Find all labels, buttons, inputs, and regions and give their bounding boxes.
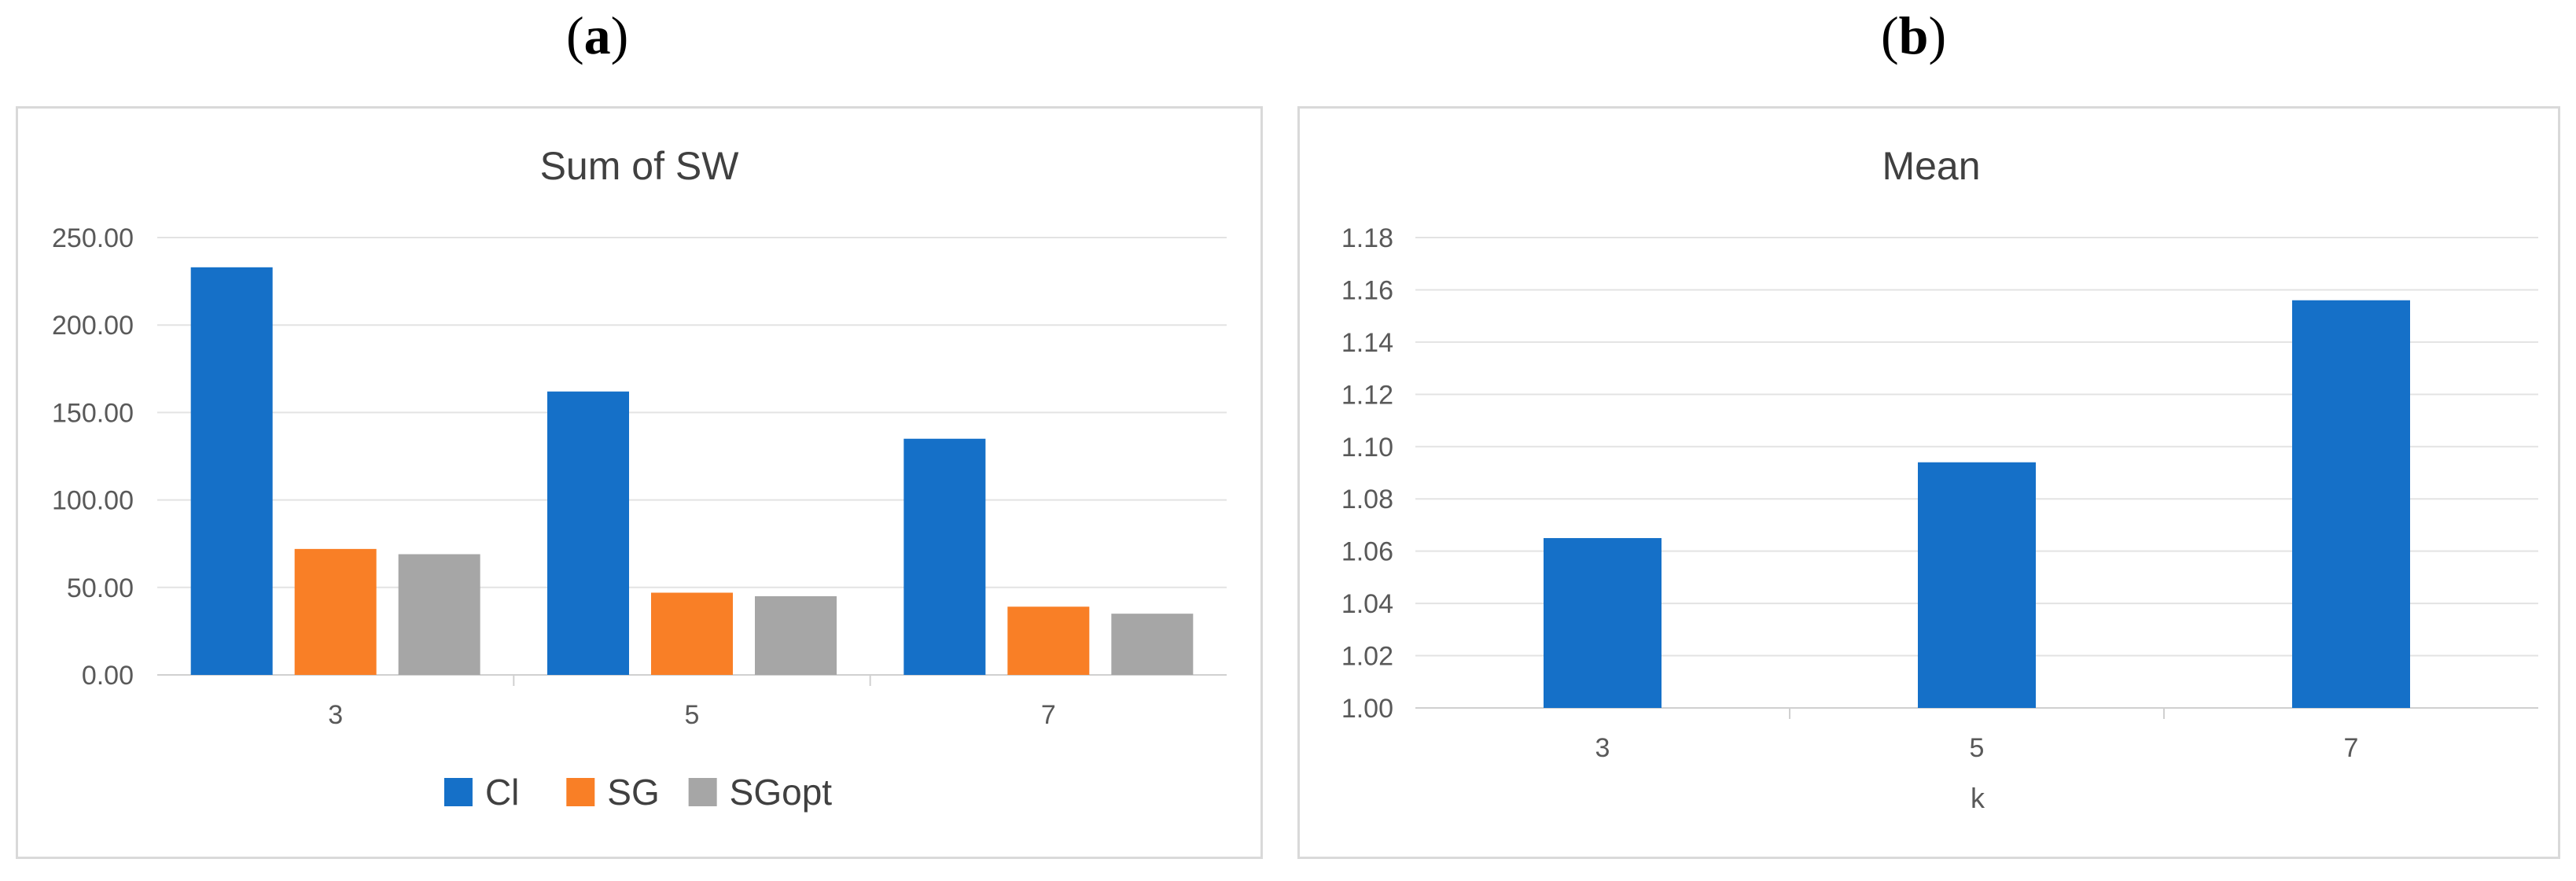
legend-label-sgopt: SGopt [730,772,833,813]
chart-a-bar-sg-5 [651,592,733,675]
chart-a-bars [190,267,1194,676]
chart-b-bar-5 [1918,462,2036,708]
chart-a-y-axis: 0.00 50.00 100.00 150.00 200.00 250.00 [52,223,134,691]
chart-a-bar-cl-5 [547,391,629,675]
chart-a-x-tick-label: 7 [1041,700,1056,730]
chart-b-x-tick-label: 3 [1595,733,1610,763]
chart-b-y-tick-label: 1.04 [1341,589,1393,619]
legend-label-sg: SG [607,772,659,813]
chart-b-title: Mean [1882,144,1980,188]
chart-a-y-tick-label: 200.00 [52,311,134,341]
chart-a-bar-cl-3 [190,267,273,676]
chart-a-y-tick-label: 250.00 [52,223,134,253]
chart-b-bar-7 [2292,300,2410,708]
chart-b-bar-3 [1544,538,1662,708]
chart-b-y-tick-label: 1.10 [1341,433,1393,463]
legend-swatch-sg [566,778,595,806]
legend-label-cl: Cl [485,772,519,813]
chart-b-y-tick-label: 1.02 [1341,642,1393,672]
chart-a-bar-sgopt-3 [398,554,480,675]
chart-b-bars [1544,300,2410,708]
chart-a-bar-sgopt-5 [755,595,837,675]
chart-a-bar-cl-7 [903,438,986,675]
chart-b-x-tick-label: 5 [1970,733,1985,763]
chart-b-y-tick-label: 1.18 [1341,223,1393,253]
chart-b-x-axis-label: k [1971,782,1985,814]
chart-b-y-axis: 1.00 1.02 1.04 1.06 1.08 1.10 1.12 1.14 1.16 1.18 [1341,223,1393,724]
panel-label-b: (b) [1881,6,1947,65]
chart-b-y-tick-label: 1.00 [1341,694,1393,724]
chart-a-x-tick-label: 5 [685,700,700,730]
panel-letter-b: b [1898,6,1929,65]
chart-a-bar-sgopt-7 [1111,614,1194,675]
chart-b-y-tick-label: 1.06 [1341,537,1393,567]
chart-a-y-tick-label: 0.00 [82,661,134,691]
panel-letter-a: a [583,6,611,65]
chart-a-y-tick-label: 50.00 [67,573,134,603]
panel-label-a: (a) [566,6,629,65]
chart-b-y-tick-label: 1.08 [1341,485,1393,514]
chart-a-y-tick-label: 100.00 [52,486,134,516]
chart-a-y-tick-label: 150.00 [52,398,134,428]
chart-b-y-tick-label: 1.12 [1341,380,1393,410]
chart-a-legend: Cl SG SGopt [443,772,833,813]
legend-swatch-sgopt [688,778,717,806]
chart-a-bar-sg-7 [1007,606,1090,675]
chart-a-bar-sg-3 [294,548,377,675]
chart-a-title: Sum of SW [540,144,740,188]
chart-a-x-axis: 3 5 7 [328,675,1056,730]
chart-b-y-tick-label: 1.16 [1341,275,1393,305]
legend-swatch-cl [443,778,473,806]
chart-b-x-tick-label: 7 [2344,733,2359,763]
chart-a-x-tick-label: 3 [328,700,343,730]
chart-b-x-axis: 3 5 7 [1595,708,2359,763]
chart-b-y-tick-label: 1.14 [1341,328,1393,358]
